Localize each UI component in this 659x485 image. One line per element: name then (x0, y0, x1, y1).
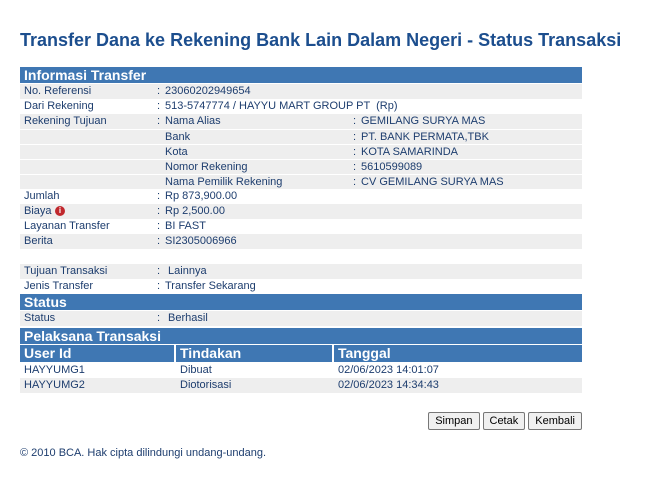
row-jenis-transfer: Jenis Transfer: Transfer Sekarang (20, 279, 582, 294)
col-tanggal: Tanggal (334, 345, 582, 362)
colon: : (157, 205, 161, 217)
value: Transfer Sekarang (165, 280, 256, 292)
col-tindakan: Tindakan (176, 345, 332, 362)
cell-tindakan: Dibuat (180, 364, 212, 376)
table-row: HAYYUMG1 Dibuat 02/06/2023 14:01:07 (20, 363, 582, 378)
cell-tindakan: Diotorisasi (180, 379, 232, 391)
label: Biaya (24, 205, 52, 217)
row-dari-rekening: Dari Rekening:513-5747774 / HAYYU MART G… (20, 99, 582, 114)
colon: : (157, 85, 161, 97)
row-berita: Berita: SI2305006966 (20, 234, 582, 249)
section-header-status: Status (20, 294, 582, 310)
info-icon[interactable]: i (55, 206, 65, 216)
value: Rp 2,500.00 (165, 205, 225, 217)
sub-value: PT. BANK PERMATA,TBK (361, 131, 489, 143)
colon: : (353, 146, 357, 158)
colon: : (157, 115, 161, 127)
value: Rp 873,900.00 (165, 190, 238, 202)
value: BI FAST (165, 220, 206, 232)
row-tujuan-transaksi: Tujuan Transaksi: Lainnya (20, 264, 582, 279)
row-tujuan-3: Nomor Rekening:5610599089 (20, 159, 582, 174)
sub-value: CV GEMILANG SURYA MAS (361, 176, 504, 188)
label: Rekening Tujuan (24, 115, 107, 127)
row-tujuan-0: Rekening Tujuan: Nama Alias: GEMILANG SURY… (20, 114, 582, 129)
label: Tujuan Transaksi (24, 265, 108, 277)
row-status: Status: Berhasil (20, 311, 582, 326)
sub-value: GEMILANG SURYA MAS (361, 115, 486, 127)
label: Layanan Transfer (24, 220, 110, 232)
sub-label: Nama Alias (165, 115, 221, 127)
sub-label: Nomor Rekening (165, 161, 248, 173)
label: Status (24, 312, 56, 324)
pelaksana-table-header: User Id Tindakan Tanggal (20, 345, 582, 362)
value: Berhasil (165, 312, 208, 324)
value: Lainnya (165, 265, 207, 277)
label: Berita (24, 235, 53, 247)
sub-label: Bank (165, 131, 191, 143)
value: SI2305006966 (165, 235, 237, 247)
simpan-button[interactable]: Simpan (428, 412, 480, 430)
colon: : (157, 312, 161, 324)
colon: : (353, 176, 357, 188)
row-layanan: Layanan Transfer: BI FAST (20, 219, 582, 234)
row-jumlah: Jumlah: Rp 873,900.00 (20, 189, 582, 204)
spacer-row (20, 249, 582, 264)
colon: : (157, 280, 161, 292)
colon: : (157, 265, 161, 277)
value: 23060202949654 (165, 85, 251, 97)
row-tujuan-2: Kota: KOTA SAMARINDA (20, 144, 582, 159)
footer-copyright: © 2010 BCA. Hak cipta dilindungi undang-… (20, 447, 266, 459)
colon: : (353, 131, 357, 143)
colon: : (157, 235, 161, 247)
label: Jumlah (24, 190, 60, 202)
colon: : (157, 190, 161, 202)
row-biaya: Biaya i: Rp 2,500.00 (20, 204, 582, 219)
label: Dari Rekening (24, 100, 94, 112)
cell-tanggal: 02/06/2023 14:01:07 (338, 364, 439, 376)
transfer-info-table: Informasi Transfer No. Referensi:2306020… (20, 67, 582, 393)
cetak-button[interactable]: Cetak (482, 412, 526, 430)
label: No. Referensi (24, 85, 92, 97)
colon: : (157, 100, 161, 112)
page-title: Transfer Dana ke Rekening Bank Lain Dala… (20, 30, 622, 50)
sub-value: 5610599089 (361, 161, 423, 173)
value: 513-5747774 / HAYYU MART GROUP PT (Rp) (165, 100, 398, 112)
section-header-info: Informasi Transfer (20, 67, 582, 83)
colon: : (353, 115, 357, 127)
row-no-referensi: No. Referensi:23060202949654 (20, 84, 582, 99)
label: Jenis Transfer (24, 280, 94, 292)
colon: : (353, 161, 357, 173)
cell-tanggal: 02/06/2023 14:34:43 (338, 379, 439, 391)
sub-label: Nama Pemilik Rekening (165, 176, 283, 188)
cell-user-id: HAYYUMG1 (24, 364, 85, 376)
kembali-button[interactable]: Kembali (528, 412, 582, 430)
cell-user-id: HAYYUMG2 (24, 379, 85, 391)
action-buttons: Simpan Cetak Kembali (428, 412, 582, 430)
sub-value: KOTA SAMARINDA (361, 146, 458, 158)
table-row: HAYYUMG2 Diotorisasi 02/06/2023 14:34:43 (20, 378, 582, 393)
sub-label: Kota (165, 146, 188, 158)
section-header-pelaksana: Pelaksana Transaksi (20, 328, 582, 344)
col-user-id: User Id (20, 345, 174, 362)
row-tujuan-1: Bank: PT. BANK PERMATA,TBK (20, 129, 582, 144)
colon: : (157, 220, 161, 232)
row-tujuan-4: Nama Pemilik Rekening: CV GEMILANG SURYA … (20, 174, 582, 189)
